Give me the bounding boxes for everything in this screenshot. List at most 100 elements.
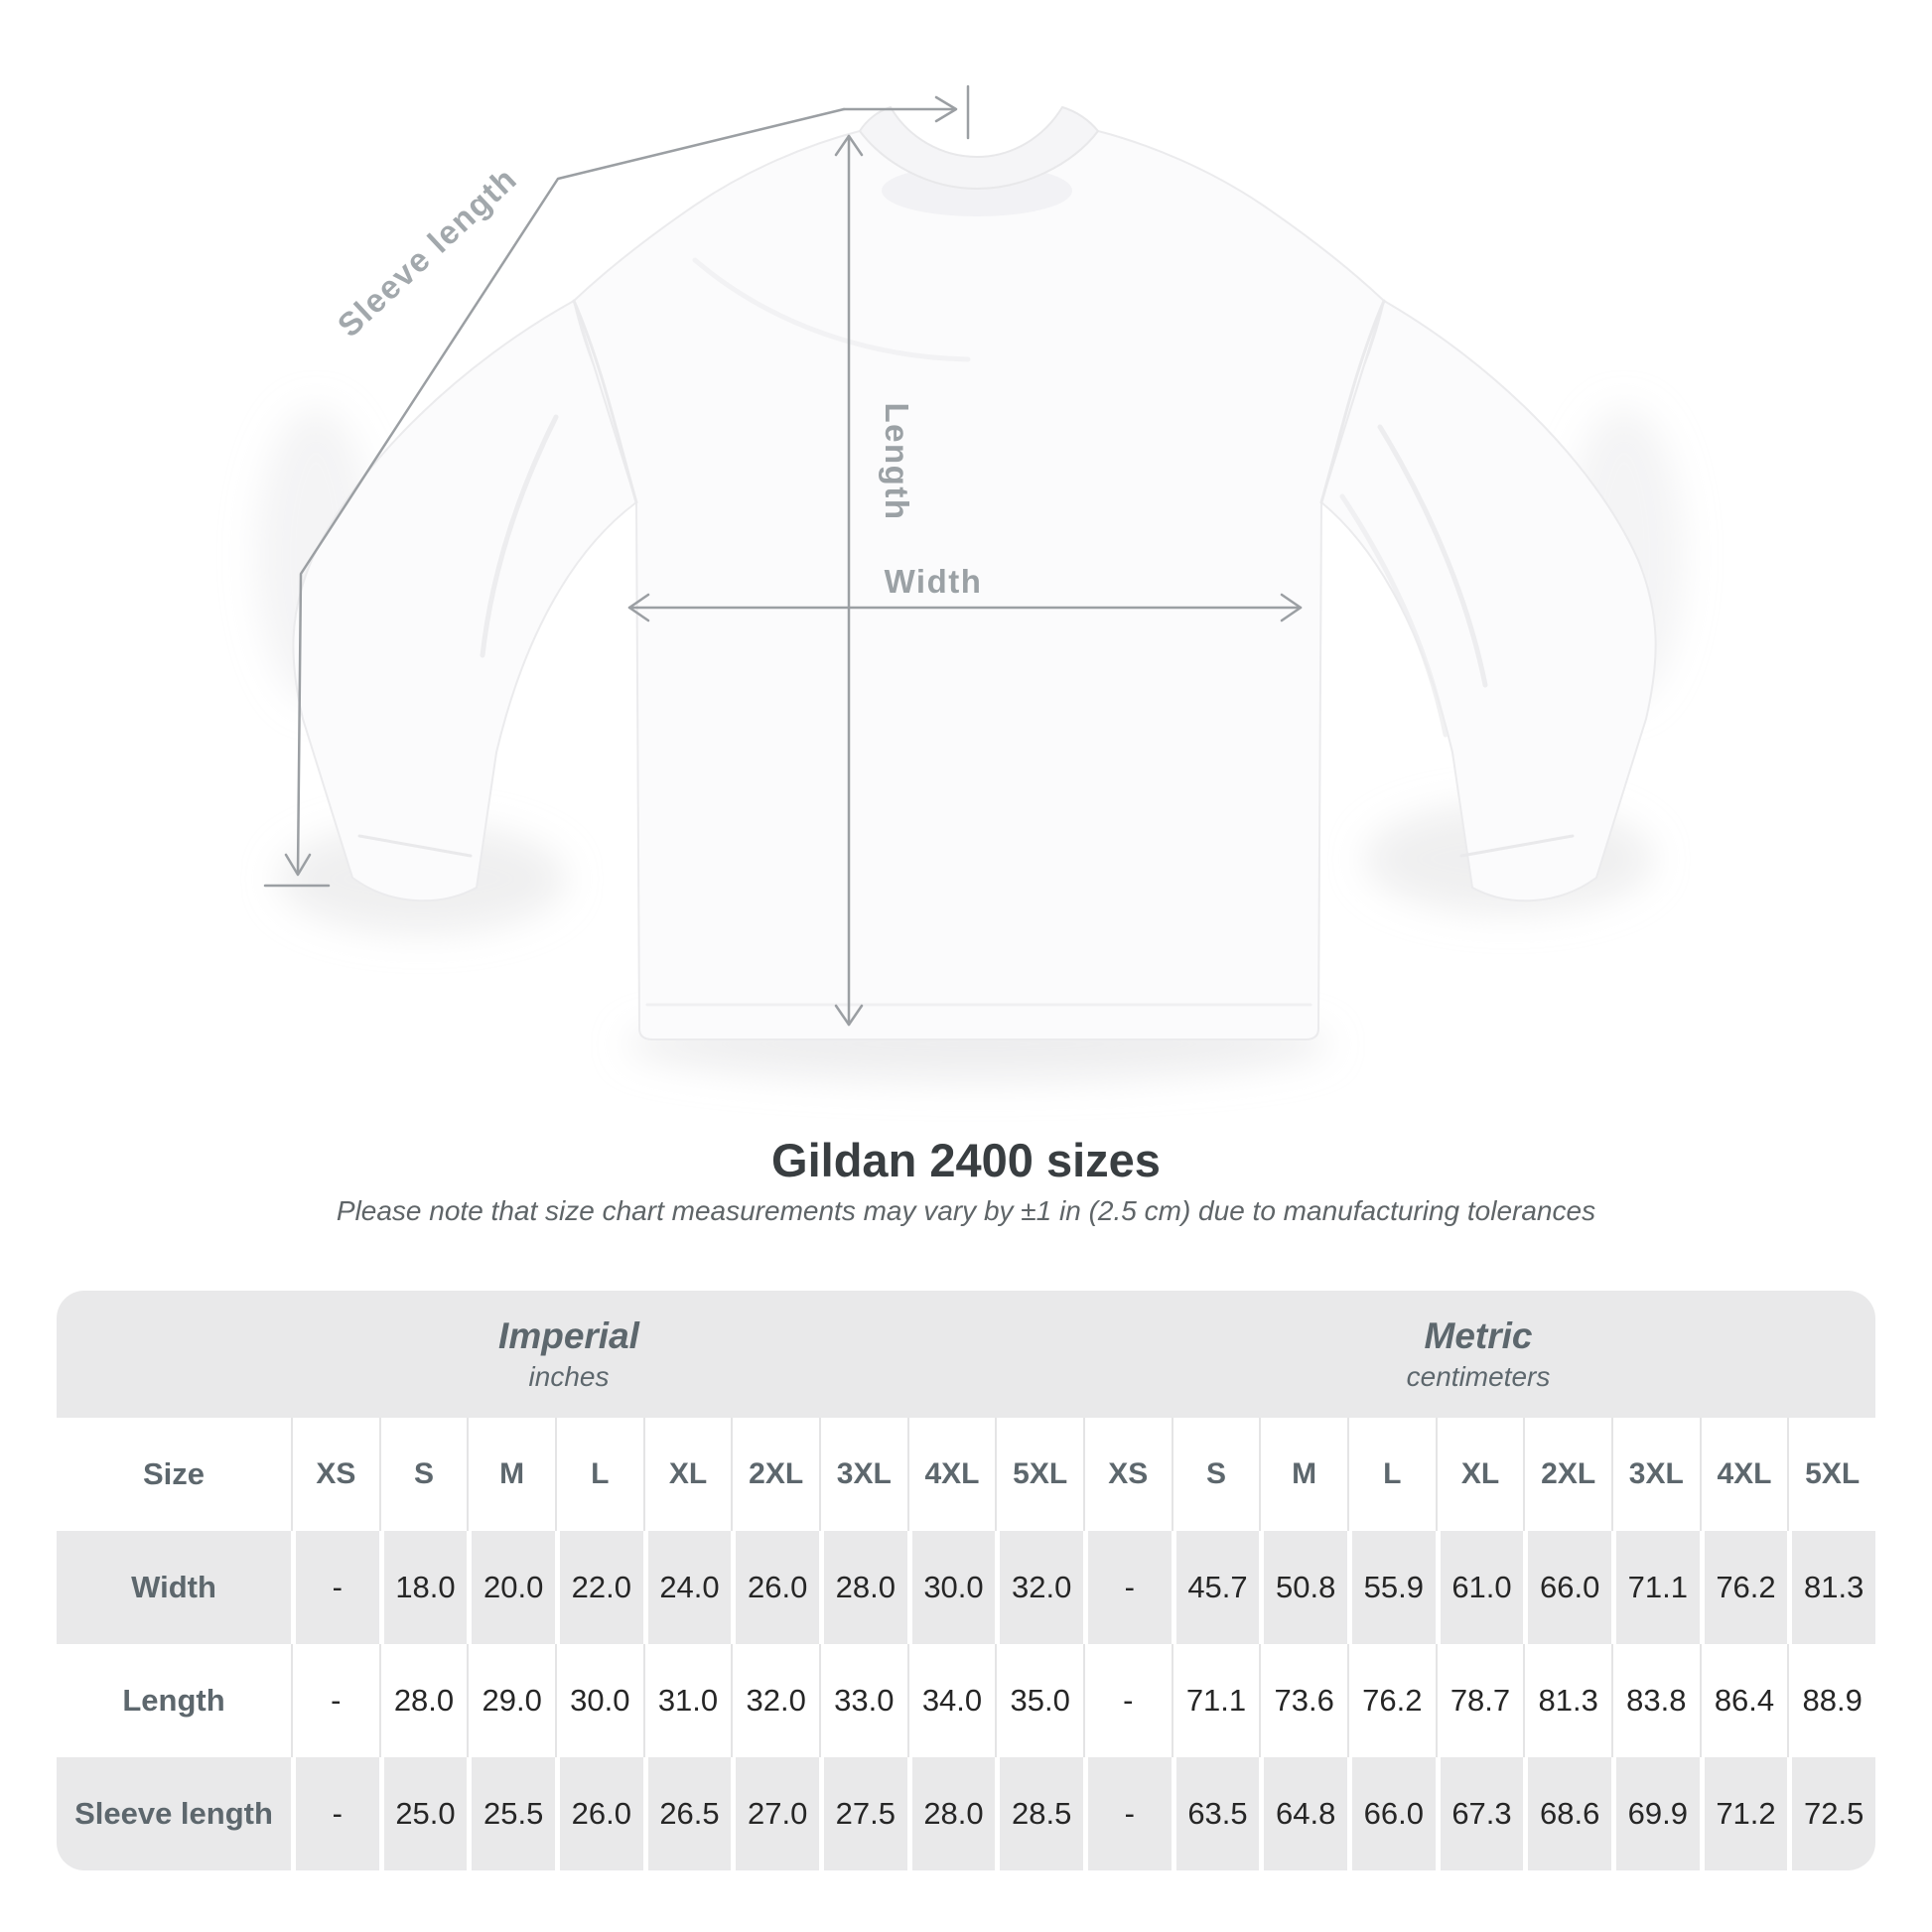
row-label-width: Width [131, 1570, 216, 1604]
width-imperial-s: 18.0 [378, 1531, 468, 1644]
width-metric-xs: - [1082, 1531, 1172, 1644]
length-imperial-4xl: 34.0 [906, 1644, 996, 1757]
sleeve-imperial-xs: - [291, 1757, 379, 1870]
length-metric-4xl: 86.4 [1699, 1644, 1788, 1757]
width-metric-s: 45.7 [1171, 1531, 1260, 1644]
size-header-row: Size XS S M L XL 2XL 3XL 4XL 5XL XS S M … [57, 1418, 1875, 1531]
size-col-metric-3xl: 3XL [1610, 1418, 1700, 1531]
sleeve-imperial-l: 26.0 [554, 1757, 643, 1870]
sleeve-imperial-xl: 26.5 [642, 1757, 732, 1870]
width-imperial-3xl: 28.0 [818, 1531, 907, 1644]
sleeve-metric-4xl: 71.2 [1699, 1757, 1788, 1870]
table-row-length: Length - 28.0 29.0 30.0 31.0 32.0 33.0 3… [57, 1644, 1875, 1757]
tolerance-note: Please note that size chart measurements… [336, 1195, 1596, 1226]
length-measure-line [834, 134, 864, 1027]
size-col-metric-2xl: 2XL [1523, 1418, 1611, 1531]
width-imperial-xs: - [291, 1531, 379, 1644]
sleeve-metric-m: 64.8 [1259, 1757, 1347, 1870]
table-row-width: Width - 18.0 20.0 22.0 24.0 26.0 28.0 30… [57, 1531, 1875, 1644]
width-metric-4xl: 76.2 [1699, 1531, 1788, 1644]
size-col-metric-5xl: 5XL [1787, 1418, 1875, 1531]
length-metric-xl: 78.7 [1435, 1644, 1524, 1757]
width-imperial-l: 22.0 [554, 1531, 643, 1644]
length-imperial-2xl: 32.0 [731, 1644, 819, 1757]
size-col-imperial-4xl: 4XL [906, 1418, 996, 1531]
metric-title: Metric [1424, 1315, 1533, 1356]
size-col-metric-4xl: 4XL [1699, 1418, 1788, 1531]
row-label-sleeve-length: Sleeve length [74, 1796, 273, 1831]
size-col-imperial-s: S [378, 1418, 468, 1531]
imperial-title: Imperial [498, 1315, 639, 1356]
page-title: Gildan 2400 sizes [771, 1134, 1161, 1186]
size-col-metric-l: L [1346, 1418, 1436, 1531]
length-metric-5xl: 88.9 [1787, 1644, 1875, 1757]
sleeve-metric-2xl: 68.6 [1523, 1757, 1611, 1870]
metric-unit: centimeters [1406, 1361, 1551, 1392]
size-header-label: Size [142, 1456, 206, 1491]
sleeve-metric-3xl: 69.9 [1610, 1757, 1700, 1870]
size-table: Imperial inches Metric centimeters Size … [57, 1291, 1875, 1870]
width-imperial-4xl: 30.0 [906, 1531, 996, 1644]
measurement-lines [263, 84, 1303, 1027]
unit-header-row: Imperial inches Metric centimeters [57, 1291, 1875, 1418]
left-sleeve [292, 299, 638, 902]
width-label: Width [885, 563, 983, 600]
size-col-imperial-xs: XS [291, 1418, 379, 1531]
sleeve-metric-5xl: 72.5 [1787, 1757, 1875, 1870]
size-col-imperial-5xl: 5XL [995, 1418, 1083, 1531]
width-metric-m: 50.8 [1259, 1531, 1347, 1644]
size-col-imperial-m: M [467, 1418, 555, 1531]
collar-band [858, 105, 1100, 191]
shirt-body [292, 105, 1657, 1040]
length-metric-s: 71.1 [1171, 1644, 1260, 1757]
size-col-metric-m: M [1259, 1418, 1347, 1531]
length-metric-xs: - [1082, 1644, 1172, 1757]
width-imperial-xl: 24.0 [642, 1531, 732, 1644]
size-col-imperial-3xl: 3XL [818, 1418, 907, 1531]
length-imperial-l: 30.0 [554, 1644, 643, 1757]
sleeve-length-measure-line [263, 84, 970, 888]
sleeve-metric-l: 66.0 [1346, 1757, 1436, 1870]
sleeve-metric-xs: - [1082, 1757, 1172, 1870]
length-imperial-5xl: 35.0 [995, 1644, 1083, 1757]
width-metric-xl: 61.0 [1435, 1531, 1524, 1644]
width-metric-5xl: 81.3 [1787, 1531, 1875, 1644]
table-row-sleeve-length: Sleeve length - 25.0 25.5 26.0 26.5 27.0… [57, 1757, 1875, 1870]
length-imperial-m: 29.0 [467, 1644, 555, 1757]
metric-section-header: Metric centimeters [1081, 1291, 1875, 1418]
length-imperial-3xl: 33.0 [818, 1644, 907, 1757]
sleeve-imperial-s: 25.0 [378, 1757, 468, 1870]
length-imperial-s: 28.0 [378, 1644, 468, 1757]
size-col-imperial-xl: XL [642, 1418, 732, 1531]
length-imperial-xs: - [291, 1644, 379, 1757]
width-imperial-5xl: 32.0 [995, 1531, 1083, 1644]
shirt-folds [357, 257, 1575, 1007]
length-metric-2xl: 81.3 [1523, 1644, 1611, 1757]
sleeve-imperial-5xl: 28.5 [995, 1757, 1083, 1870]
sleeve-imperial-4xl: 28.0 [906, 1757, 996, 1870]
sleeve-length-label: Sleeve length [331, 160, 524, 344]
width-metric-2xl: 66.0 [1523, 1531, 1611, 1644]
length-metric-l: 76.2 [1346, 1644, 1436, 1757]
row-label-length: Length [122, 1683, 225, 1718]
sleeve-imperial-3xl: 27.5 [818, 1757, 907, 1870]
size-col-metric-s: S [1171, 1418, 1260, 1531]
imperial-unit: inches [528, 1361, 610, 1392]
length-label: Length [879, 403, 915, 521]
size-col-metric-xs: XS [1082, 1418, 1172, 1531]
size-col-imperial-l: L [554, 1418, 643, 1531]
width-imperial-2xl: 26.0 [731, 1531, 819, 1644]
length-metric-3xl: 83.8 [1610, 1644, 1700, 1757]
imperial-section-header: Imperial inches [57, 1291, 1081, 1418]
sleeve-metric-xl: 67.3 [1435, 1757, 1524, 1870]
size-col-imperial-2xl: 2XL [731, 1418, 819, 1531]
sleeve-imperial-2xl: 27.0 [731, 1757, 819, 1870]
sleeve-metric-s: 63.5 [1171, 1757, 1260, 1870]
length-metric-m: 73.6 [1259, 1644, 1347, 1757]
width-metric-3xl: 71.1 [1610, 1531, 1700, 1644]
width-metric-l: 55.9 [1346, 1531, 1436, 1644]
sleeve-imperial-m: 25.5 [467, 1757, 555, 1870]
size-col-metric-xl: XL [1435, 1418, 1524, 1531]
right-sleeve [1319, 299, 1657, 902]
